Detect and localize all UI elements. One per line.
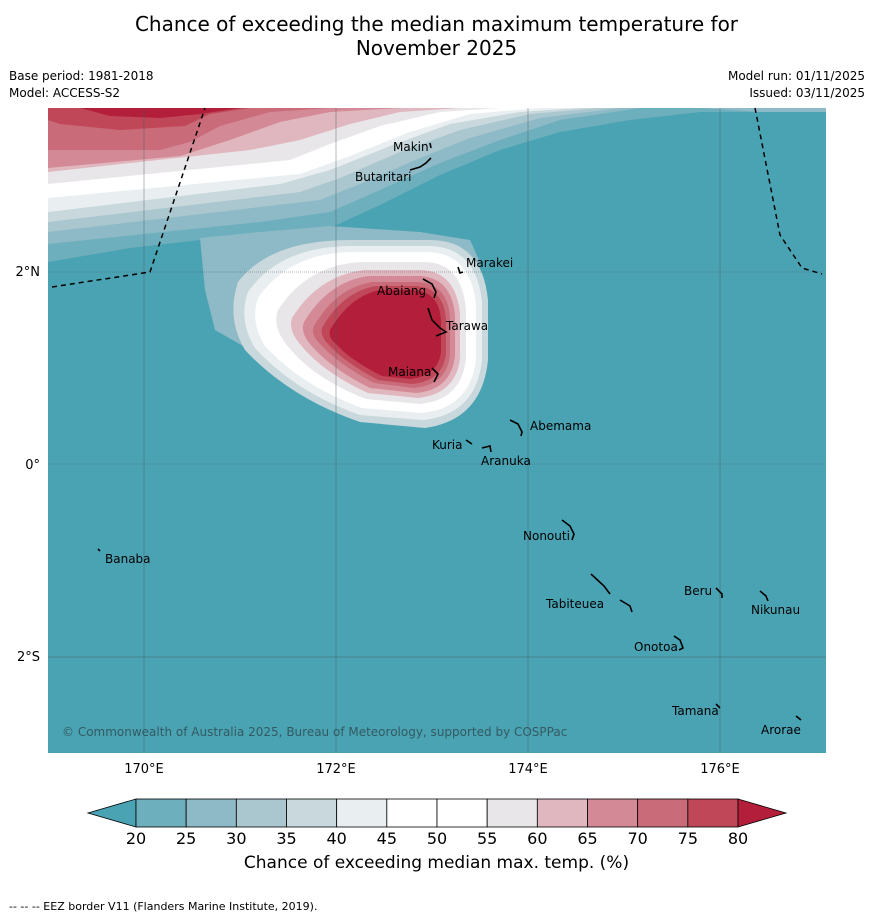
island-marakei-outline (457, 266, 464, 275)
colorbar-tick-labels: 20 25 30 35 40 45 50 55 60 65 70 75 80 (126, 829, 748, 848)
colorbar-segment (687, 798, 739, 828)
place-label-butaritari: Butaritari (355, 170, 412, 184)
issued-date: Issued: 03/11/2025 (749, 86, 865, 100)
colorbar-tick-label: 25 (176, 829, 196, 848)
place-labels: Makin Butaritari Marakei Abaiang Tarawa Maian… (105, 140, 801, 737)
place-label-beru: Beru (684, 584, 712, 598)
lat-tick-label: 2°N (16, 265, 41, 280)
colorbar-tick-label: 35 (276, 829, 296, 848)
island-makin-outline (429, 142, 432, 149)
eez-border-note: -- -- -- EEZ border V11 (Flanders Marine… (9, 900, 318, 913)
temperature-field (48, 108, 826, 753)
place-label-tabiteuea: Tabiteuea (545, 597, 604, 611)
lon-tick-label: 172°E (316, 762, 356, 777)
place-label-abaiang: Abaiang (377, 284, 426, 298)
place-label-marakei: Marakei (466, 256, 513, 270)
island-butaritari-outline (409, 157, 432, 171)
island-abemama-outline (509, 419, 523, 437)
island-nonouti-outline (561, 519, 575, 541)
eez-border (51, 107, 823, 288)
lon-tick-label: 170°E (124, 762, 164, 777)
graticule (48, 108, 826, 753)
colorbar-tick-label: 80 (728, 829, 748, 848)
island-kuria-outline (465, 439, 473, 445)
colorbar-tick-label: 55 (477, 829, 497, 848)
colorbar-tick-label: 40 (326, 829, 346, 848)
colorbar-segment (386, 798, 438, 828)
model-run: Model run: 01/11/2025 (727, 69, 865, 83)
colorbar-segment (637, 798, 689, 828)
colorbar-segment (185, 798, 237, 828)
island-nikunau-outline (759, 590, 769, 602)
island-aranuka-outline (481, 445, 492, 453)
place-label-banaba: Banaba (105, 552, 151, 566)
place-label-nonouti: Nonouti (523, 529, 570, 543)
island-arorae-outline (795, 715, 802, 721)
colorbar-tick-label: 50 (427, 829, 447, 848)
copyright-notice: © Commonwealth of Australia 2025, Bureau… (62, 725, 567, 739)
island-tamana-outline (715, 703, 721, 709)
island-tabiteuea-outline (590, 573, 633, 613)
island-outlines (97, 142, 802, 721)
island-onotoa-outline (673, 635, 685, 651)
colorbar-tick-label: 65 (577, 829, 597, 848)
island-beru-outline (715, 587, 723, 598)
place-label-makin: Makin (393, 140, 429, 154)
colorbar (86, 798, 788, 828)
lat-tick-label: 0° (25, 458, 40, 473)
colorbar-segment (587, 798, 639, 828)
lon-tick-label: 176°E (700, 762, 740, 777)
colorbar-segment (235, 798, 287, 828)
place-label-tamana: Tamana (671, 704, 719, 718)
eez-border-east (754, 107, 823, 275)
colorbar-tick-label: 60 (527, 829, 547, 848)
colorbar-extension-high (737, 798, 788, 828)
eez-border-west (51, 107, 206, 288)
place-label-aranuka: Aranuka (481, 454, 531, 468)
place-label-onotoa: Onotoa (634, 640, 678, 654)
place-label-abemama: Abemama (530, 419, 591, 433)
island-abaiang-outline (422, 278, 437, 299)
colorbar-tick-label: 75 (678, 829, 698, 848)
island-maiana-outline (431, 367, 439, 383)
colorbar-segment (536, 798, 588, 828)
place-label-kuria: Kuria (432, 438, 463, 452)
lon-tick-label: 174°E (508, 762, 548, 777)
longitude-tick-labels: 170°E 172°E 174°E 176°E (124, 762, 740, 777)
latitude-tick-labels: 2°N 0° 2°S (16, 265, 41, 665)
colorbar-tick-label: 70 (627, 829, 647, 848)
place-label-arorae: Arorae (761, 723, 801, 737)
island-banaba-outline (97, 548, 101, 552)
colorbar-segment (336, 798, 388, 828)
base-period: Base period: 1981-2018 (9, 69, 154, 83)
colorbar-tick-label: 20 (126, 829, 146, 848)
lat-tick-label: 2°S (17, 650, 40, 665)
colorbar-segment (135, 798, 187, 828)
colorbar-segment (486, 798, 538, 828)
chart-title: Chance of exceeding the median maximum t… (0, 12, 873, 60)
title-line-1: Chance of exceeding the median maximum t… (134, 12, 739, 36)
place-label-tarawa: Tarawa (445, 319, 488, 333)
meta-left: Base period: 1981-2018 Model: ACCESS-S2 (9, 68, 154, 102)
meta-right: Model run: 01/11/2025 Issued: 03/11/2025 (728, 68, 865, 102)
colorbar-segment (286, 798, 338, 828)
title-line-2: November 2025 (355, 36, 518, 60)
place-label-nikunau: Nikunau (751, 603, 800, 617)
colorbar-tick-label: 45 (377, 829, 397, 848)
island-tarawa-outline (427, 307, 448, 337)
colorbar-extension-low (86, 798, 137, 828)
colorbar-segment (436, 798, 488, 828)
place-label-maiana: Maiana (388, 365, 431, 379)
colorbar-tick-label: 30 (226, 829, 246, 848)
colorbar-title: Chance of exceeding median max. temp. (%… (243, 853, 630, 873)
model-name: Model: ACCESS-S2 (9, 86, 121, 100)
